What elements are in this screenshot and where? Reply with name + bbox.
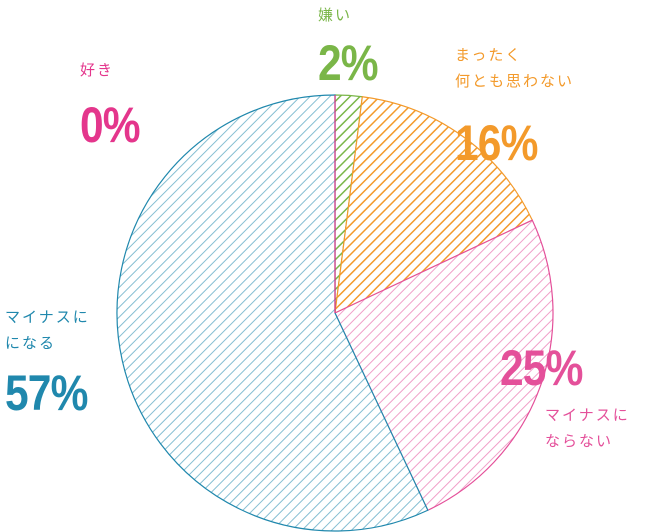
pie-slice: [334, 96, 534, 315]
value-label: 25%: [500, 340, 583, 396]
value-label: 0%: [80, 97, 141, 153]
pie-slice: [116, 94, 429, 532]
slice-label: マイナスに ならない: [545, 406, 630, 450]
value-label: 57%: [5, 365, 88, 421]
value-label: 16%: [455, 115, 538, 171]
slice-label: 好き: [80, 61, 115, 79]
pie-slice: [334, 219, 554, 512]
slice-label: マイナスに になる: [5, 308, 90, 352]
slice-label: まったく 何とも思わない: [455, 46, 575, 90]
value-label: 2%: [318, 35, 379, 91]
slice-label: 嫌い: [318, 6, 353, 24]
